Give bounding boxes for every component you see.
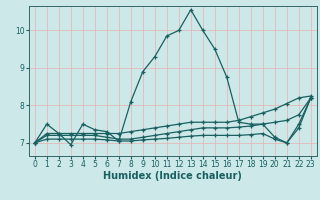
X-axis label: Humidex (Indice chaleur): Humidex (Indice chaleur) <box>103 171 242 181</box>
